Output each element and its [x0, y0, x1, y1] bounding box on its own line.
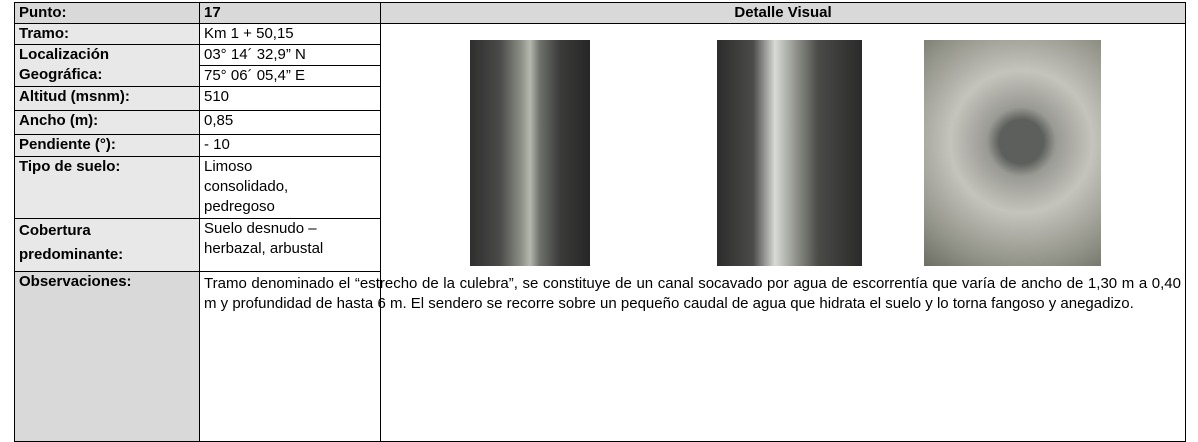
row-label: Localización Geográfica: [14, 44, 200, 87]
visual-title: Detalle Visual [380, 2, 1186, 24]
row-label: Ancho (m): [14, 110, 200, 135]
header-value: 17 [199, 2, 381, 24]
row-value: 75° 06´ 05,4” E [199, 65, 381, 87]
line: Suelo desnudo – [204, 220, 317, 237]
photo [470, 40, 590, 266]
line: Limoso [204, 158, 253, 175]
row-value: Limoso consolidado, pedregoso [199, 156, 381, 219]
obs-label: Observaciones: [14, 271, 200, 442]
row-label: Tramo: [14, 23, 200, 45]
row-label: Cobertura predominante: [14, 218, 200, 272]
page: Punto: 17 Detalle Visual Tramo: Km 1 + 5… [14, 2, 1186, 442]
row-value: - 10 [199, 134, 381, 157]
row-value: Suelo desnudo – herbazal, arbustal [199, 218, 381, 272]
row-label: Pendiente (°): [14, 134, 200, 157]
photo [924, 40, 1101, 266]
line: consolidado, [204, 178, 289, 195]
row-value: Km 1 + 50,15 [199, 23, 381, 45]
header-label: Punto: [14, 2, 200, 24]
photo [717, 40, 862, 266]
row-label: Tipo de suelo: [14, 156, 200, 219]
row-value: 0,85 [199, 110, 381, 135]
line: herbazal, arbustal [204, 240, 324, 257]
row-value: 510 [199, 86, 381, 111]
row-label: Altitud (msnm): [14, 86, 200, 111]
row-value: 03° 14´ 32,9” N [199, 44, 381, 66]
line: pedregoso [204, 198, 275, 215]
